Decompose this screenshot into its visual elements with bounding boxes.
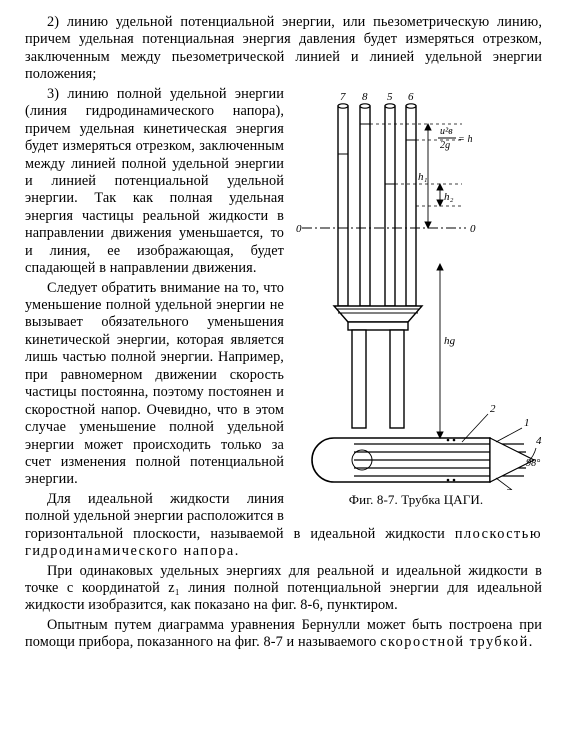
- diagram-svg: 7 8 5 6 h₁ h₂ hg 0 0 1 2 3 4 98° u²в: [290, 88, 542, 490]
- figure-caption: Фиг. 8-7. Трубка ЦАГИ.: [290, 492, 542, 508]
- paragraph-1: 2) линию удельной потенциальной энергии,…: [25, 14, 542, 84]
- fig-label-right0: 0: [470, 223, 476, 235]
- fig-eqh: = h: [458, 134, 473, 145]
- paragraph-6b: скоростной трубкой.: [380, 634, 534, 650]
- figure-8-7: 7 8 5 6 h₁ h₂ hg 0 0 1 2 3 4 98° u²в: [290, 88, 542, 508]
- paragraph-5: При одинаковых удельных энергиях для реа…: [25, 563, 542, 615]
- fig-label-6: 6: [408, 91, 414, 103]
- fig-label-h1: h₁: [418, 171, 428, 183]
- fig-label-7: 7: [340, 91, 346, 103]
- paragraph-6: Опытным путем диаграмма уравнения Бернул…: [25, 617, 542, 652]
- fig-label-8: 8: [362, 91, 368, 103]
- fig-label-hg: hg: [444, 335, 456, 347]
- fig-label-angle: 98°: [526, 458, 540, 469]
- wrapped-section: 7 8 5 6 h₁ h₂ hg 0 0 1 2 3 4 98° u²в: [25, 86, 542, 561]
- fig-label-5: 5: [387, 91, 393, 103]
- fig-label-3: 3: [505, 487, 512, 490]
- fig-label-2: 2: [490, 403, 496, 415]
- fig-label-h2: h₂: [444, 191, 454, 203]
- page: 2) линию удельной потенциальной энергии,…: [0, 0, 567, 755]
- fig-label-left0: 0: [296, 223, 302, 235]
- fig-frac-bot: 2g: [440, 140, 450, 151]
- fig-label-1: 1: [524, 417, 530, 429]
- fig-frac-top: u²в: [440, 126, 453, 137]
- fig-label-4: 4: [536, 435, 542, 447]
